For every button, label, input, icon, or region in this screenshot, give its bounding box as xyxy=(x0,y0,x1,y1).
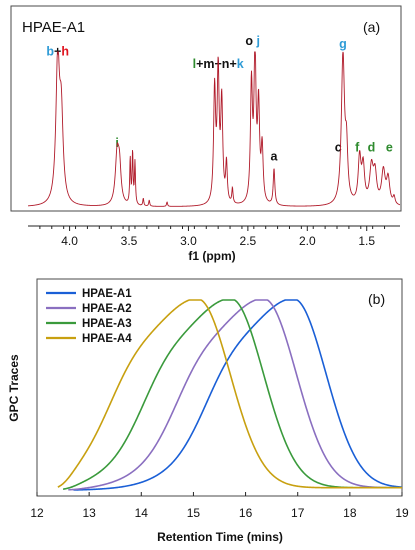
nmr-tick-label: 1.5 xyxy=(358,234,375,248)
peak-label: d xyxy=(368,140,376,154)
gpc-tick-label: 15 xyxy=(187,506,201,520)
nmr-tick-label: 2.0 xyxy=(299,234,316,248)
peak-label-part: c xyxy=(335,140,342,154)
peak-label: e xyxy=(386,140,393,154)
peak-label-part: l xyxy=(193,57,196,71)
legend-label: HPAE-A3 xyxy=(82,318,132,330)
panel-b: (b) GPC Traces HPAE-A1HPAE-A2HPAE-A3HPAE… xyxy=(7,278,409,544)
peak-label-part: d xyxy=(368,140,376,154)
legend-label: HPAE-A4 xyxy=(82,333,132,345)
peak-label-part: a xyxy=(271,150,279,164)
gpc-series-hpae-a1 xyxy=(73,299,403,491)
gpc-tick-label: 18 xyxy=(343,506,357,520)
peak-label: g xyxy=(339,37,347,51)
gpc-tick-label: 17 xyxy=(291,506,305,520)
gpc-tick-label: 19 xyxy=(395,506,409,520)
peak-label: c xyxy=(335,140,342,154)
nmr-tick-label: 2.5 xyxy=(240,234,257,248)
nmr-x-axis-label: f1 (ppm) xyxy=(188,249,235,263)
nmr-x-ticks: 4.0 3.5 3.0 2.5 2.0 1.5 xyxy=(39,226,386,248)
panel-a-tag: (a) xyxy=(363,19,380,35)
peak-label-part: b xyxy=(46,45,54,59)
panel-b-tag: (b) xyxy=(368,291,385,307)
panel-b-frame xyxy=(36,278,403,497)
peak-label-part: o xyxy=(245,34,253,48)
gpc-x-ticks: 12 13 14 15 16 17 18 19 xyxy=(30,492,409,520)
peak-label-part: j xyxy=(255,34,259,48)
gpc-series-hpae-a4 xyxy=(57,299,402,489)
nmr-spectrum-line xyxy=(27,51,401,207)
peak-label: l+m+n+k xyxy=(193,57,244,71)
panel-a-frame xyxy=(10,5,402,212)
peak-label-part: g xyxy=(339,37,347,51)
peak-label-part: e xyxy=(386,140,393,154)
peak-label: f xyxy=(355,140,360,154)
gpc-tick-label: 16 xyxy=(239,506,253,520)
nmr-tick-label: 3.5 xyxy=(121,234,138,248)
gpc-series-group xyxy=(57,299,403,491)
peak-label: o j xyxy=(245,34,260,48)
gpc-tick-label: 13 xyxy=(82,506,96,520)
gpc-x-axis-label: Retention Time (mins) xyxy=(157,530,283,544)
peak-label-part: f xyxy=(355,140,360,154)
gpc-legend: HPAE-A1 HPAE-A2 HPAE-A3 HPAE-A4 xyxy=(46,288,132,345)
peak-label-part: k xyxy=(237,57,244,71)
gpc-tick-label: 12 xyxy=(30,506,44,520)
peak-label: a xyxy=(271,150,279,164)
peak-label-part: h xyxy=(61,45,69,59)
peak-label-part: +m+n+ xyxy=(196,57,237,71)
gpc-tick-label: 14 xyxy=(135,506,149,520)
nmr-tick-label: 3.0 xyxy=(180,234,197,248)
gpc-y-axis-label: GPC Traces xyxy=(7,354,21,422)
panel-a-title: HPAE-A1 xyxy=(22,19,85,36)
legend-label: HPAE-A2 xyxy=(82,303,132,315)
legend-label: HPAE-A1 xyxy=(82,288,132,300)
gpc-series-hpae-a2 xyxy=(68,299,402,491)
nmr-tick-label: 4.0 xyxy=(61,234,78,248)
